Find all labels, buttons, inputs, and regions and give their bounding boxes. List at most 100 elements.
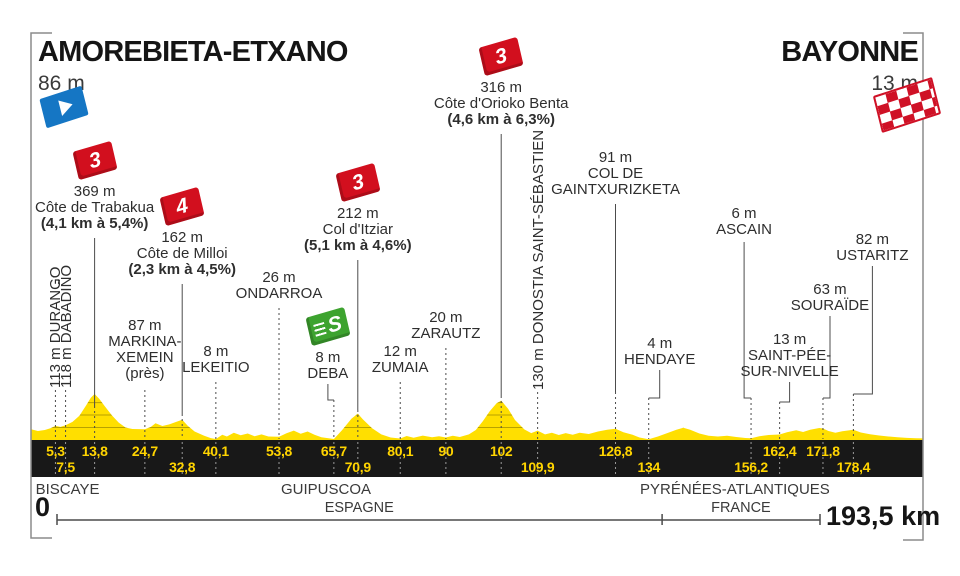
sprint-icon: S [305,306,351,347]
label-line: 87 m [128,317,162,334]
km-marker-gaintxurizketa: 126,8 [598,443,633,459]
waypoint-label-dabadino: 118 m DABADIÑO [57,264,75,388]
label-line: Côte de Trabakua [34,199,155,216]
label-line: USTARITZ [836,247,909,264]
sprint-letter: S [325,310,344,338]
km-marker-dabadino: 7,5 [56,459,75,475]
label-line: 82 m [855,231,890,248]
leader-line-souraide [822,316,831,475]
label-line: 91 m [598,149,633,166]
speed-lines-icon [313,321,327,337]
leader-line-hendaye [648,370,661,475]
label-line: DEBA [307,365,349,382]
waypoint-label-zumaia: 12 m ZUMAIA [372,344,429,376]
leader-line-ustaritz [852,266,873,475]
label-line: SOURAÏDE [790,297,870,314]
leader-line-deba [327,384,335,475]
climb-category-badge-trabakua: 3 [72,140,118,181]
label-line: 20 m [429,309,463,326]
start-name: AMOREBIETA-ETXANO [38,36,349,68]
climb-category-badge-milloi: 4 [159,186,205,227]
category-4-icon: 4 [159,186,205,227]
leader-line-stpee [779,382,791,475]
km-marker-deba: 65,7 [320,443,347,459]
label-line: (5,1 km à 4,6%) [304,237,412,254]
label-line: 4 m [647,335,673,352]
waypoint-label-hendaye: 4 m HENDAYE [624,336,695,368]
label-line: Col d'Itziar [322,221,394,238]
km-marker-ustaritz: 178,4 [836,459,871,475]
label-line: COL DE [587,165,644,182]
country-label-0: ESPAGNE [324,500,394,516]
km-marker-lekeitio: 40,1 [202,443,229,459]
waypoint-label-deba: 8 m DEBA [307,350,348,382]
label-line: (4,1 km à 5,4%) [40,215,149,232]
total-distance: 193,5 km [826,501,941,531]
label-line: SAINT-PÉE- [747,347,832,364]
km-marker-milloi: 32,8 [169,459,196,475]
climb-category-badge-orioko: 3 [478,36,524,77]
label-line: HENDAYE [624,351,696,368]
km-marker-zarautz: 90 [438,443,454,459]
label-line: ONDARROA [235,285,323,302]
category-3-icon: 3 [478,36,524,77]
region-label-1: GUIPUSCOA [281,481,372,498]
label-line: 316 m [480,79,523,96]
country-label-1: FRANCE [711,500,771,516]
waypoint-label-ondarroa: 26 m ONDARROA [236,270,323,302]
region-label-2: PYRÉNÉES-ATLANTIQUES [640,481,830,498]
label-line: (4,6 km à 6,3%) [447,111,555,128]
start-header: AMOREBIETA-ETXANO 86 m [38,36,349,96]
waypoint-label-ustaritz: 82 m USTARITZ [836,232,908,264]
label-line: MARKINA- [108,333,182,350]
waypoint-label-souraide: 63 m SOURAÏDE [791,282,869,314]
sprint-badge-deba: S [305,306,351,347]
label-line: 12 m [383,343,417,360]
distance-bar [31,440,923,477]
waypoint-label-trabakua: 369 m Côte de Trabakua (4,1 km à 5,4%) [35,184,154,232]
label-line: 162 m [161,229,204,246]
start-elevation: 86 m [38,72,85,95]
region-label-0: BISCAYE [35,481,100,498]
label-line: LEKEITIO [182,359,250,376]
waypoint-label-zarautz: 20 m ZARAUTZ [411,310,480,342]
label-line: ASCAIN [716,221,772,238]
km-marker-zumaia: 80,1 [387,443,414,459]
category-3-icon: 3 [335,162,381,203]
distance-scale-line [56,514,821,525]
label-line: ZARAUTZ [411,325,481,342]
label-line: 212 m [336,205,379,222]
label-line: ZUMAIA [371,359,429,376]
waypoint-label-markina: 87 m MARKINA- XEMEIN (près) [108,318,181,382]
finish-name: BAYONNE [781,36,919,68]
km-marker-itziar: 70,9 [344,459,371,475]
km-marker-markina: 24,7 [131,443,158,459]
label-line: 13 m [772,331,807,348]
label-line: GAINTXURIZKETA [551,181,680,198]
label-line: Côte de Milloi [136,245,228,262]
label-line: (près) [125,365,165,382]
km-marker-hendaye: 134 [637,459,660,475]
label-line: SUR-NIVELLE [740,363,839,380]
label-line: 63 m [813,281,847,298]
waypoint-label-itziar: 212 m Col d'Itziar (5,1 km à 4,6%) [304,206,412,254]
km-marker-trabakua: 13,8 [81,443,108,459]
label-line: Côte d'Orioko Benta [433,95,569,112]
label-line: (2,3 km à 4,5%) [128,261,236,278]
waypoint-label-ascain: 6 m ASCAIN [716,206,772,238]
waypoint-label-stpee: 13 m SAINT-PÉE- SUR-NIVELLE [740,332,838,380]
elevation-profile-area [31,394,923,440]
label-line: XEMEIN [116,349,174,366]
km-marker-donostia: 109,9 [520,459,555,475]
waypoint-label-orioko: 316 m Côte d'Orioko Benta (4,6 km à 6,3%) [434,80,569,128]
origin-distance: 0 [35,492,51,522]
category-3-icon: 3 [72,140,118,181]
label-line: 8 m [315,349,341,366]
label-line: 8 m [203,343,229,360]
waypoint-label-lekeitio: 8 m LEKEITIO [182,344,250,376]
leader-line-ascain [743,242,752,475]
km-marker-durango: 5,3 [46,443,65,459]
label-line: 26 m [262,269,296,286]
km-marker-stpee: 162,4 [762,443,797,459]
